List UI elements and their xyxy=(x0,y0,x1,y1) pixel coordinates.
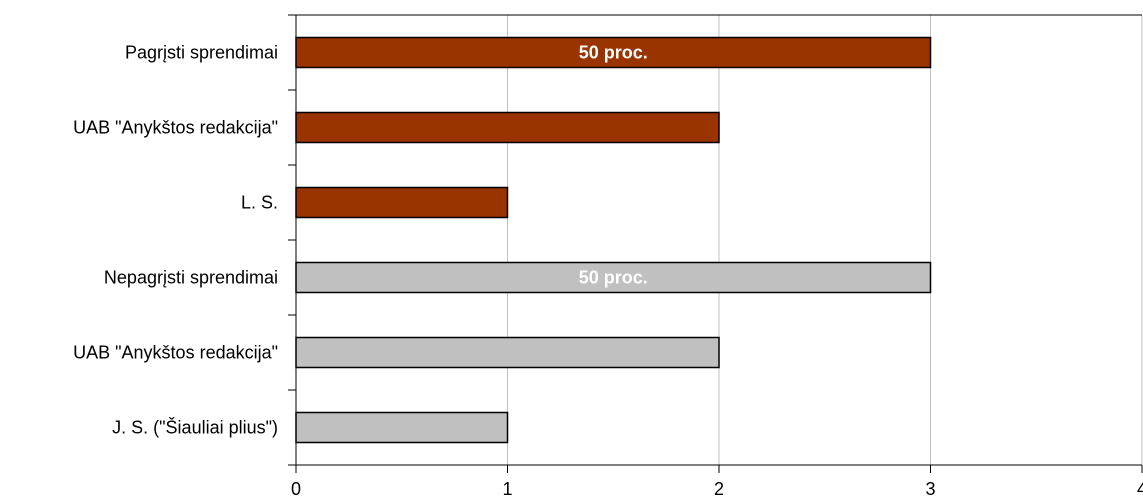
category-label-1: Pagrįsti sprendimai xyxy=(125,43,278,63)
labels: Pagrįsti sprendimai 50 proc. UAB "Anykštos… xyxy=(73,43,1143,500)
category-label-5: UAB "Anykštos redakcija" xyxy=(73,343,278,363)
data-label-1: 50 proc. xyxy=(579,43,648,63)
bar-2 xyxy=(295,111,720,144)
axes xyxy=(288,14,1143,473)
gridlines xyxy=(507,15,1143,465)
bar-4 xyxy=(295,261,932,294)
bars xyxy=(295,36,932,444)
category-label-3: L. S. xyxy=(241,193,278,213)
x-tick-label-1: 1 xyxy=(502,479,512,499)
x-tick-label-2: 2 xyxy=(714,479,724,499)
x-tick-label-4: 4 xyxy=(1137,479,1143,499)
bar-3 xyxy=(295,186,509,219)
bar-5 xyxy=(295,336,720,369)
category-label-2: UAB "Anykštos redakcija" xyxy=(73,118,278,138)
category-label-4: Nepagrįsti sprendimai xyxy=(104,268,278,288)
x-tick-label-0: 0 xyxy=(291,479,301,499)
category-label-6: J. S. ("Šiauliai plius") xyxy=(112,417,278,438)
data-label-4: 50 proc. xyxy=(579,268,648,288)
bar-6 xyxy=(295,411,509,444)
bar-1 xyxy=(295,36,932,69)
x-tick-label-3: 3 xyxy=(925,479,935,499)
